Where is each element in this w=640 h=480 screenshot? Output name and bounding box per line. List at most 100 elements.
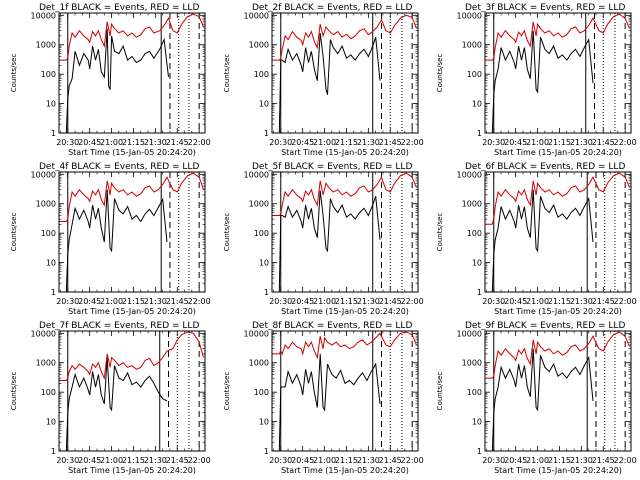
x-tick-label: 21:00 xyxy=(526,456,549,465)
lld-series-line xyxy=(59,331,204,381)
x-tick-label: 21:15 xyxy=(548,456,571,465)
x-tick-label: 20:45 xyxy=(291,456,314,465)
y-tick-label: 1 xyxy=(51,447,56,456)
x-tick-label: 22:00 xyxy=(614,456,637,465)
panel-title: Det_9f BLACK = Events, RED = LLD xyxy=(465,321,625,331)
x-tick-label: 20:45 xyxy=(78,138,101,147)
y-axis-label: Counts/sec xyxy=(436,54,444,93)
y-axis-label: Counts/sec xyxy=(223,372,231,411)
detector-panel-5: Det_5f BLACK = Events, RED = LLD Counts/s… xyxy=(223,162,424,316)
y-axis-label: Counts/sec xyxy=(223,213,231,252)
detector-panel-7: Det_7f BLACK = Events, RED = LLD Counts/s… xyxy=(10,321,211,475)
lld-series-line xyxy=(272,331,417,360)
x-tick-label: 21:30 xyxy=(570,297,593,306)
y-tick-label: 10 xyxy=(259,418,269,427)
y-tick-label: 1 xyxy=(264,447,269,456)
x-tick-label: 21:45 xyxy=(166,456,189,465)
panel-title: Det_4f BLACK = Events, RED = LLD xyxy=(39,162,199,172)
x-tick-label: 20:30 xyxy=(482,456,505,465)
detector-panel-8: Det_8f BLACK = Events, RED = LLD Counts/s… xyxy=(223,321,424,475)
detector-panel-2: Det_2f BLACK = Events, RED = LLD Counts/s… xyxy=(223,3,424,157)
y-tick-label: 1000 xyxy=(249,41,269,50)
x-tick-label: 22:00 xyxy=(188,297,211,306)
y-tick-label: 10000 xyxy=(457,170,482,179)
x-tick-label: 21:00 xyxy=(100,297,123,306)
x-tick-label: 20:30 xyxy=(269,138,292,147)
events-series-line xyxy=(272,190,381,293)
x-tick-label: 20:30 xyxy=(56,138,79,147)
y-axis-label: Counts/sec xyxy=(10,372,18,411)
x-tick-label: 20:45 xyxy=(504,138,527,147)
x-tick-label: 21:30 xyxy=(570,456,593,465)
y-tick-label: 1 xyxy=(477,288,482,297)
y-axis-label: Counts/sec xyxy=(10,54,18,93)
x-tick-label: 21:15 xyxy=(122,138,145,147)
plot-frame xyxy=(58,12,206,134)
events-series-line xyxy=(485,189,594,293)
x-tick-label: 21:00 xyxy=(313,138,336,147)
y-tick-label: 10 xyxy=(472,100,482,109)
x-tick-label: 22:00 xyxy=(401,297,424,306)
x-tick-label: 21:45 xyxy=(379,138,402,147)
panel-title: Det_3f BLACK = Events, RED = LLD xyxy=(465,3,625,13)
panel-title: Det_1f BLACK = Events, RED = LLD xyxy=(39,3,199,13)
lld-series-line xyxy=(272,14,417,61)
detector-panel-1: Det_1f BLACK = Events, RED = LLD Counts/s… xyxy=(10,3,211,157)
x-tick-label: 21:30 xyxy=(144,297,167,306)
x-tick-label: 20:30 xyxy=(269,456,292,465)
y-tick-label: 1 xyxy=(51,288,56,297)
y-tick-label: 100 xyxy=(41,388,56,397)
y-tick-label: 1000 xyxy=(36,41,56,50)
x-tick-label: 21:45 xyxy=(592,297,615,306)
plot-frame xyxy=(271,12,419,134)
y-tick-label: 1000 xyxy=(462,200,482,209)
x-tick-label: 21:15 xyxy=(335,456,358,465)
x-tick-label: 20:30 xyxy=(482,297,505,306)
x-tick-label: 21:00 xyxy=(313,456,336,465)
x-tick-label: 20:30 xyxy=(56,297,79,306)
lld-series-line xyxy=(485,331,630,379)
events-series-line xyxy=(485,30,594,134)
y-tick-label: 10000 xyxy=(244,11,269,20)
events-series-line xyxy=(272,353,381,452)
detector-panel-9: Det_9f BLACK = Events, RED = LLD Counts/s… xyxy=(436,321,637,475)
y-tick-label: 1 xyxy=(264,129,269,138)
y-tick-label: 10 xyxy=(259,100,269,109)
x-tick-label: 22:00 xyxy=(614,138,637,147)
y-tick-label: 1000 xyxy=(249,359,269,368)
x-axis-label: Start Time (15-Jan-05 20:24:20) xyxy=(68,307,196,316)
events-series-line xyxy=(59,28,169,134)
y-tick-label: 100 xyxy=(254,388,269,397)
y-axis-label: Counts/sec xyxy=(436,213,444,252)
plot-frame xyxy=(484,330,632,452)
y-tick-label: 1 xyxy=(477,129,482,138)
x-tick-label: 22:00 xyxy=(614,297,637,306)
y-tick-label: 1 xyxy=(477,447,482,456)
x-tick-label: 22:00 xyxy=(401,138,424,147)
x-axis-label: Start Time (15-Jan-05 20:24:20) xyxy=(494,148,622,157)
y-tick-label: 1000 xyxy=(462,359,482,368)
x-axis-label: Start Time (15-Jan-05 20:24:20) xyxy=(494,466,622,475)
events-series-line xyxy=(59,357,168,452)
y-tick-label: 100 xyxy=(467,388,482,397)
x-tick-label: 21:15 xyxy=(335,297,358,306)
panel-title: Det_6f BLACK = Events, RED = LLD xyxy=(465,162,625,172)
lld-series-line xyxy=(59,13,204,61)
y-tick-label: 100 xyxy=(41,70,56,79)
y-tick-label: 100 xyxy=(467,70,482,79)
x-tick-label: 21:00 xyxy=(100,456,123,465)
plot-frame xyxy=(271,330,419,452)
plot-frame xyxy=(271,171,419,293)
x-tick-label: 20:30 xyxy=(482,138,505,147)
y-tick-label: 10000 xyxy=(457,11,482,20)
y-tick-label: 1000 xyxy=(36,359,56,368)
events-series-line xyxy=(59,189,168,293)
x-tick-label: 21:00 xyxy=(313,297,336,306)
x-tick-label: 21:45 xyxy=(379,297,402,306)
y-tick-label: 10 xyxy=(472,418,482,427)
y-tick-label: 100 xyxy=(254,70,269,79)
x-tick-label: 21:30 xyxy=(144,456,167,465)
x-tick-label: 21:30 xyxy=(144,138,167,147)
x-axis-label: Start Time (15-Jan-05 20:24:20) xyxy=(281,466,409,475)
x-tick-label: 20:45 xyxy=(78,456,101,465)
